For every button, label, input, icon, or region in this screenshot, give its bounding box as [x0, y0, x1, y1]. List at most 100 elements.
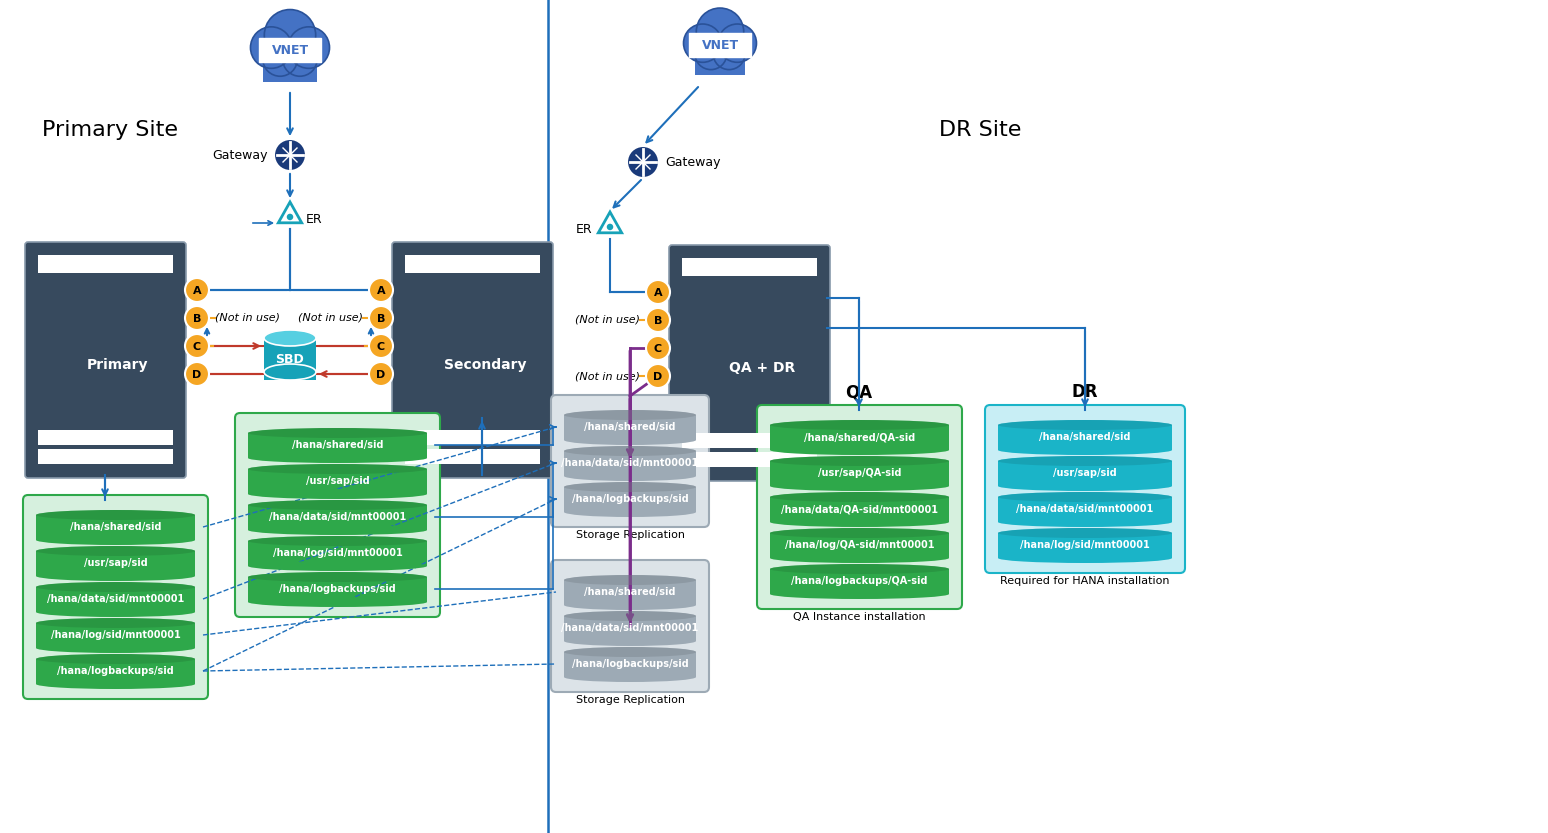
Text: C: C — [653, 343, 663, 353]
Ellipse shape — [248, 464, 427, 474]
Ellipse shape — [563, 636, 697, 646]
Circle shape — [646, 308, 670, 332]
Text: Required for HANA installation: Required for HANA installation — [1000, 576, 1170, 586]
Ellipse shape — [563, 435, 697, 445]
Ellipse shape — [248, 489, 427, 499]
Text: QA Instance installation: QA Instance installation — [793, 612, 926, 622]
Ellipse shape — [563, 507, 697, 517]
Ellipse shape — [36, 679, 195, 689]
Ellipse shape — [563, 482, 697, 492]
Ellipse shape — [563, 482, 697, 492]
Circle shape — [263, 42, 297, 77]
Circle shape — [714, 37, 745, 70]
FancyBboxPatch shape — [998, 425, 1172, 450]
Text: /hana/logbackups/sid: /hana/logbackups/sid — [571, 659, 689, 669]
FancyBboxPatch shape — [551, 395, 709, 527]
Text: /usr/sap/QA-sid: /usr/sap/QA-sid — [817, 468, 901, 478]
FancyBboxPatch shape — [769, 461, 949, 486]
Ellipse shape — [563, 446, 697, 456]
Text: (Not in use): (Not in use) — [574, 315, 639, 325]
Circle shape — [718, 24, 757, 62]
Circle shape — [283, 42, 317, 77]
Text: DR Site: DR Site — [938, 120, 1022, 140]
Ellipse shape — [248, 572, 427, 582]
Ellipse shape — [248, 561, 427, 571]
Circle shape — [274, 139, 307, 171]
Circle shape — [251, 27, 293, 68]
Polygon shape — [279, 202, 302, 222]
Text: (Not in use): (Not in use) — [574, 371, 639, 381]
FancyBboxPatch shape — [265, 338, 316, 380]
FancyBboxPatch shape — [392, 242, 553, 478]
Text: /usr/sap/sid: /usr/sap/sid — [1053, 468, 1116, 478]
Ellipse shape — [769, 492, 949, 502]
Text: Secondary: Secondary — [444, 358, 526, 372]
Ellipse shape — [248, 428, 427, 438]
Circle shape — [368, 278, 393, 302]
Text: /hana/logbackups/sid: /hana/logbackups/sid — [571, 494, 689, 504]
Text: /hana/shared/sid: /hana/shared/sid — [70, 522, 161, 532]
Ellipse shape — [36, 643, 195, 653]
Ellipse shape — [265, 364, 316, 380]
FancyBboxPatch shape — [406, 255, 540, 273]
Ellipse shape — [769, 528, 949, 538]
Ellipse shape — [563, 575, 697, 585]
Text: A: A — [653, 287, 663, 297]
Ellipse shape — [563, 672, 697, 682]
Ellipse shape — [248, 525, 427, 535]
FancyBboxPatch shape — [248, 505, 427, 530]
FancyBboxPatch shape — [248, 577, 427, 602]
FancyBboxPatch shape — [695, 50, 745, 75]
Text: A: A — [376, 286, 385, 296]
Ellipse shape — [36, 582, 195, 592]
Circle shape — [186, 278, 209, 302]
Ellipse shape — [36, 546, 195, 556]
FancyBboxPatch shape — [757, 405, 961, 609]
FancyBboxPatch shape — [998, 533, 1172, 558]
Ellipse shape — [998, 456, 1172, 466]
FancyBboxPatch shape — [985, 405, 1186, 573]
Ellipse shape — [769, 445, 949, 455]
FancyBboxPatch shape — [689, 33, 751, 57]
FancyBboxPatch shape — [36, 515, 195, 540]
Text: /hana/log/QA-sid/mnt00001: /hana/log/QA-sid/mnt00001 — [785, 540, 935, 550]
Text: /hana/logbackups/sid: /hana/logbackups/sid — [57, 666, 173, 676]
Text: /hana/data/sid/mnt00001: /hana/data/sid/mnt00001 — [46, 594, 184, 604]
Ellipse shape — [998, 492, 1172, 502]
Ellipse shape — [563, 575, 697, 585]
Text: A: A — [192, 286, 201, 296]
Circle shape — [697, 8, 743, 56]
FancyBboxPatch shape — [36, 659, 195, 684]
Circle shape — [627, 146, 659, 178]
Ellipse shape — [265, 330, 316, 346]
Ellipse shape — [998, 553, 1172, 563]
Text: /hana/log/sid/mnt00001: /hana/log/sid/mnt00001 — [51, 630, 181, 640]
Polygon shape — [598, 212, 622, 232]
Text: /hana/log/sid/mnt00001: /hana/log/sid/mnt00001 — [272, 548, 402, 558]
Text: /usr/sap/sid: /usr/sap/sid — [84, 558, 147, 568]
Text: /hana/shared/sid: /hana/shared/sid — [584, 422, 676, 432]
FancyBboxPatch shape — [259, 38, 320, 62]
Ellipse shape — [998, 445, 1172, 455]
Text: C: C — [194, 342, 201, 352]
Circle shape — [695, 37, 728, 70]
Ellipse shape — [36, 582, 195, 592]
Circle shape — [646, 280, 670, 304]
Ellipse shape — [769, 564, 949, 574]
Ellipse shape — [36, 510, 195, 520]
FancyBboxPatch shape — [248, 433, 427, 458]
FancyBboxPatch shape — [36, 551, 195, 576]
Ellipse shape — [248, 500, 427, 510]
FancyBboxPatch shape — [998, 497, 1172, 522]
Text: /hana/shared/sid: /hana/shared/sid — [291, 440, 384, 450]
Ellipse shape — [36, 618, 195, 628]
FancyBboxPatch shape — [769, 497, 949, 522]
Text: D: D — [192, 370, 201, 380]
Circle shape — [265, 9, 316, 61]
FancyBboxPatch shape — [563, 451, 697, 476]
Text: B: B — [194, 313, 201, 323]
Ellipse shape — [36, 654, 195, 664]
Circle shape — [646, 364, 670, 388]
FancyBboxPatch shape — [669, 245, 830, 481]
Ellipse shape — [769, 564, 949, 574]
